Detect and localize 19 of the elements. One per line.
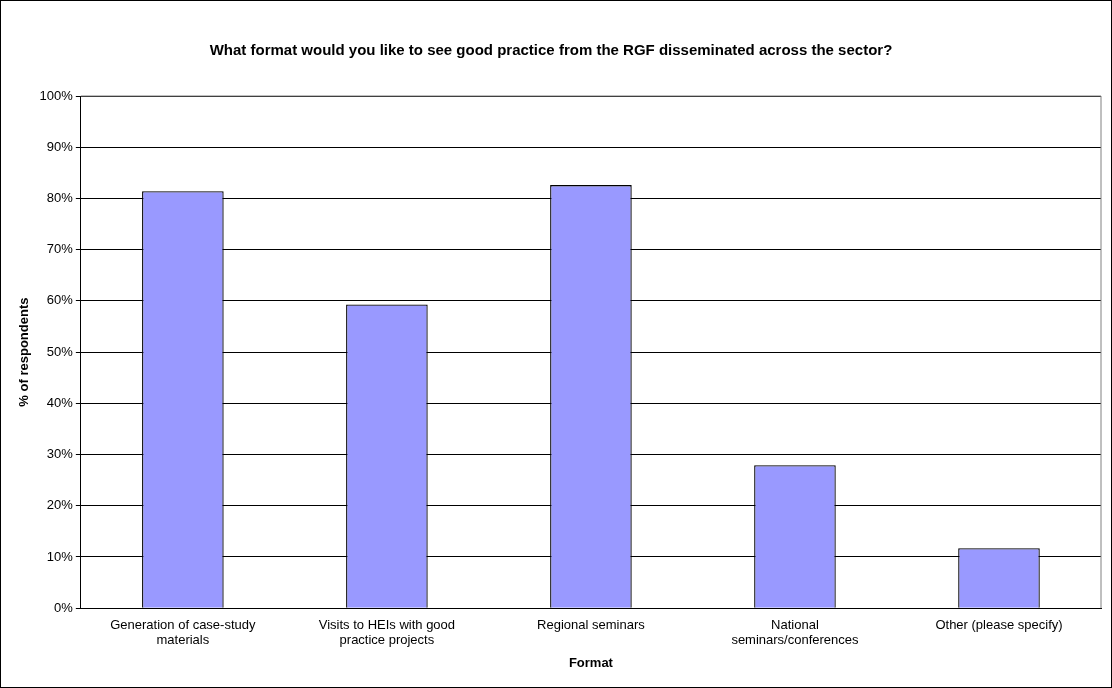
y-tick-label: 0% [54, 599, 74, 615]
y-tick-label: 90% [46, 138, 74, 154]
y-tick-label: 20% [46, 497, 74, 513]
chart-title: What format would you like to see good practice from the RGF disseminated across the sector? [208, 41, 894, 58]
y-tick-label: 10% [46, 548, 74, 564]
x-tick-label: National seminars/conferences [731, 616, 860, 648]
y-tick-label: 50% [46, 343, 74, 359]
x-tick-label: Other (please specify) [935, 616, 1063, 632]
x-axis-title: Format [568, 654, 614, 670]
y-tick-label: 80% [46, 190, 74, 206]
y-tick-label: 40% [46, 394, 74, 410]
y-axis-title: % of respondents [16, 297, 32, 407]
y-tick-label: 60% [46, 292, 74, 308]
x-tick-label: Regional seminars [537, 616, 646, 632]
x-tick-label: Generation of case-study materials [110, 616, 256, 648]
y-tick-label: 30% [46, 446, 74, 462]
x-tick-label: Visits to HEIs with good practice projects [318, 616, 456, 648]
y-tick-label: 100% [39, 87, 74, 103]
y-tick-label: 70% [46, 241, 74, 257]
